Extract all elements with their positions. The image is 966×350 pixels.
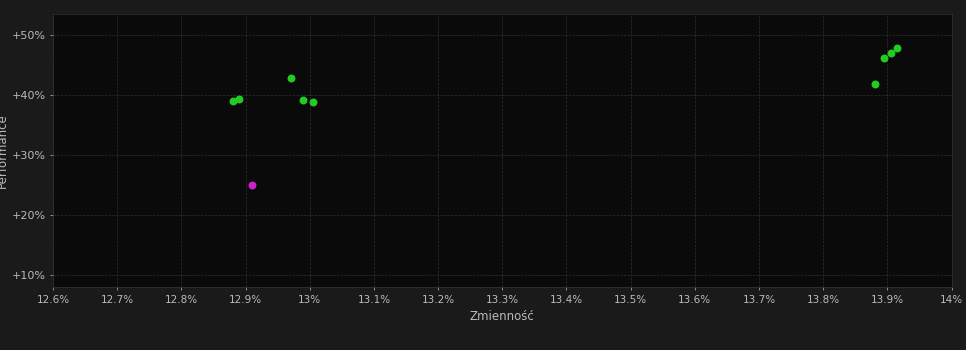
- Point: [283, 75, 298, 81]
- X-axis label: Zmienność: Zmienność: [469, 310, 535, 323]
- Point: [890, 46, 905, 51]
- Point: [244, 182, 260, 188]
- Point: [296, 98, 311, 103]
- Point: [883, 50, 898, 56]
- Point: [225, 98, 241, 104]
- Y-axis label: Performance: Performance: [0, 113, 9, 188]
- Point: [867, 82, 882, 87]
- Point: [876, 55, 892, 61]
- Point: [305, 99, 321, 104]
- Point: [232, 96, 247, 101]
